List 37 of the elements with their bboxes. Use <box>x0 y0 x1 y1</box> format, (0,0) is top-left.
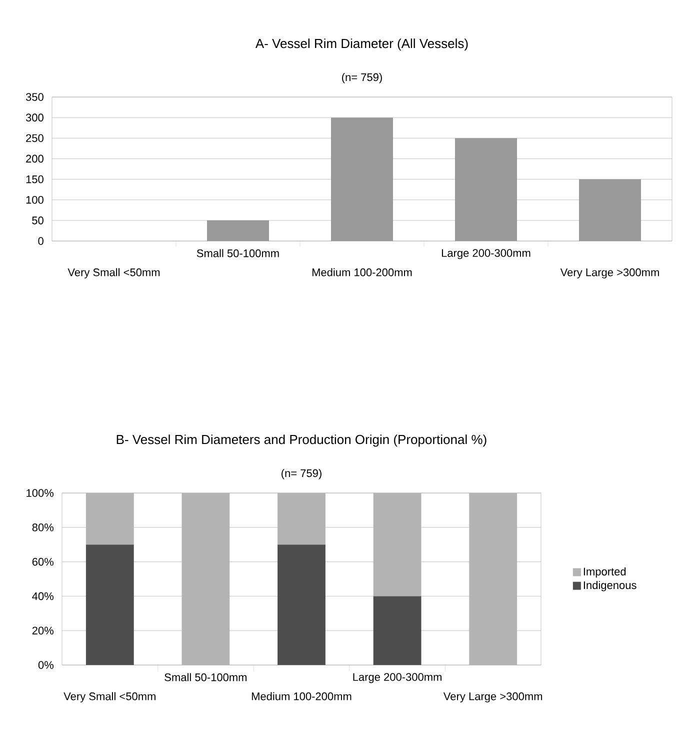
y-tick-label: 100% <box>26 489 54 497</box>
y-tick-label: 200 <box>26 154 44 163</box>
x-tick-label: Large 200-300mm <box>442 249 530 260</box>
x-tick-label: Very Large >300mm <box>560 268 659 278</box>
y-tick-label: 250 <box>26 134 44 142</box>
bar <box>278 544 326 665</box>
x-tick-label: Small 50-100mm <box>196 249 279 258</box>
bar <box>455 138 518 241</box>
x-tick-label: Very Small <50mm <box>64 692 156 702</box>
chart-subtitle: (n= 759) <box>282 469 322 480</box>
y-tick-label: 0 <box>38 237 44 245</box>
bar <box>373 596 422 665</box>
bar <box>207 220 269 241</box>
y-tick-label: 80% <box>32 523 54 532</box>
y-tick-label: 300 <box>26 114 44 122</box>
x-tick-label: Very Small <50mm <box>68 268 160 278</box>
chart-title: B- Vessel Rim Diameters and Production Origin (Proportional %) <box>116 434 486 447</box>
bar <box>579 179 642 241</box>
bar <box>86 544 134 665</box>
legend-label: Imported <box>584 567 626 578</box>
x-tick-label: Very Large >300mm <box>443 692 542 702</box>
y-tick-label: 50 <box>32 216 44 224</box>
y-tick-label: 350 <box>26 93 44 101</box>
chart-title: A- Vessel Rim Diameter (All Vessels) <box>255 38 468 51</box>
y-tick-label: 20% <box>32 626 54 634</box>
x-tick-label: Medium 100-200mm <box>252 692 352 700</box>
x-tick-label: Medium 100-200mm <box>312 268 412 276</box>
y-tick-label: 100 <box>26 196 44 204</box>
bar <box>331 118 394 241</box>
y-tick-label: 60% <box>32 558 54 566</box>
legend-label: Indigenous <box>584 580 636 592</box>
y-tick-label: 40% <box>32 592 54 600</box>
chart-subtitle: (n= 759) <box>342 73 382 84</box>
y-tick-label: 0% <box>38 661 54 669</box>
y-tick-label: 150 <box>26 175 44 184</box>
x-tick-label: Large 200-300mm <box>353 673 442 684</box>
x-tick-label: Small 50-100mm <box>164 673 247 682</box>
